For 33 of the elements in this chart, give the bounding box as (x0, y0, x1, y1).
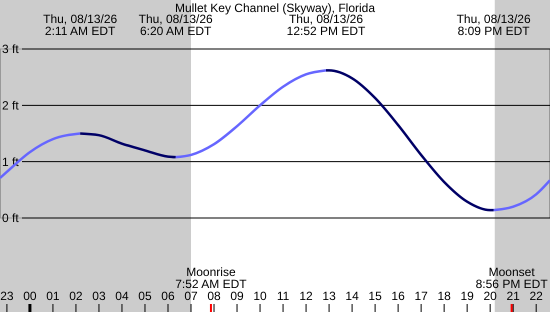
text: Thu, 08/13/26 6:20 AM EDT (138, 12, 214, 38)
x-tick-label: 05 (138, 289, 152, 303)
chart-title: Mullet Key Channel (Skyway), Florida (174, 1, 376, 15)
x-tick-label: 09 (230, 289, 244, 303)
text: Thu, 08/13/26 2:11 AM EDT (43, 12, 118, 38)
y-tick-label: 2 ft (2, 98, 20, 113)
x-tick-label: 18 (437, 289, 452, 303)
x-tick-label: 22 (530, 289, 544, 303)
x-tick-label: 15 (368, 289, 382, 303)
x-tick-label: 20 (483, 289, 498, 303)
text: Thu, 08/13/26 8:09 PM EDT (456, 12, 531, 38)
ref-line-label: Moonrise 7:52 AM EDT (175, 265, 248, 291)
x-tick-label: 19 (460, 289, 474, 303)
x-tick-label: 11 (276, 289, 290, 303)
x-tick-label: 06 (161, 289, 175, 303)
x-tick-label: 12 (299, 289, 314, 303)
x-tick-label: 10 (253, 289, 268, 303)
ref-line-label: Moonset 8:56 PM EDT (476, 265, 548, 291)
x-tick-label: 21 (506, 289, 520, 303)
x-tick-label: 13 (322, 289, 336, 303)
x-tick-label: 16 (391, 289, 406, 303)
x-tick-label: 02 (69, 289, 83, 303)
x-tick-label: 08 (207, 289, 222, 303)
y-tick-label: 0 ft (2, 211, 20, 226)
y-tick-label: 3 ft (2, 42, 20, 56)
x-tick-label: 07 (184, 289, 198, 303)
x-tick-label: 00 (23, 289, 37, 303)
x-tick-label: 04 (115, 289, 129, 303)
x-tick-label: 01 (46, 289, 60, 303)
x-tick-label: 03 (92, 289, 106, 303)
x-tick-label: 14 (345, 289, 360, 303)
x-tick-label: 17 (414, 289, 428, 303)
x-tick-label: 23 (0, 289, 14, 303)
